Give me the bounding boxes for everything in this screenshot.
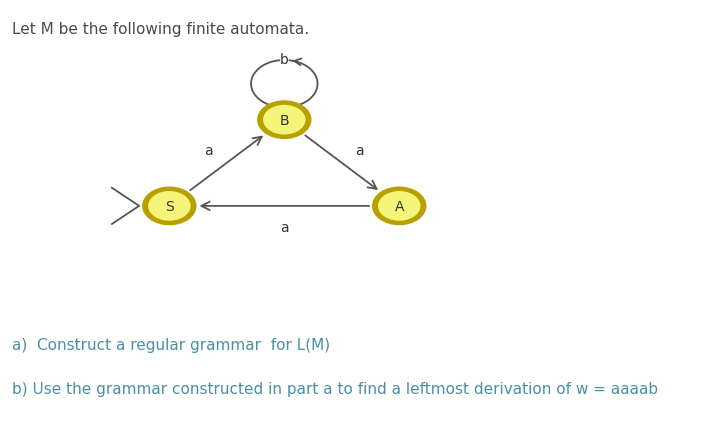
Circle shape bbox=[142, 187, 196, 226]
Circle shape bbox=[147, 190, 192, 222]
Text: b: b bbox=[280, 53, 289, 67]
Circle shape bbox=[377, 190, 422, 222]
Text: a: a bbox=[204, 144, 213, 157]
Circle shape bbox=[262, 104, 306, 136]
Circle shape bbox=[257, 101, 311, 140]
Text: b) Use the grammar constructed in part a to find a leftmost derivation of w = aa: b) Use the grammar constructed in part a… bbox=[12, 381, 658, 396]
Text: Let M be the following finite automata.: Let M be the following finite automata. bbox=[12, 22, 309, 37]
Text: S: S bbox=[165, 200, 173, 213]
Circle shape bbox=[372, 187, 427, 226]
Text: a)  Construct a regular grammar  for L(M): a) Construct a regular grammar for L(M) bbox=[12, 338, 330, 353]
Text: A: A bbox=[395, 200, 404, 213]
Text: a: a bbox=[356, 144, 364, 157]
Text: a: a bbox=[280, 221, 289, 235]
Text: B: B bbox=[279, 114, 289, 127]
